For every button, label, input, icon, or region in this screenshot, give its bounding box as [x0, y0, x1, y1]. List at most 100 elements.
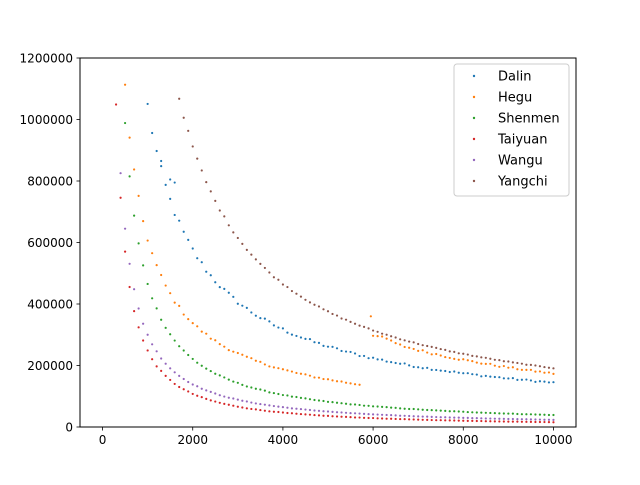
- data-point: [547, 371, 551, 374]
- data-point: [227, 349, 230, 352]
- data-point: [367, 327, 370, 330]
- data-point: [268, 410, 271, 413]
- data-point: [480, 375, 483, 378]
- data-point: [426, 415, 429, 418]
- data-point: [385, 337, 388, 340]
- data-point: [353, 383, 357, 386]
- data-point: [552, 367, 555, 370]
- data-point: [381, 332, 384, 335]
- data-point: [151, 358, 154, 361]
- data-point: [516, 412, 519, 416]
- data-point: [236, 236, 239, 240]
- data-point: [394, 406, 397, 409]
- data-point: [520, 413, 523, 416]
- data-point: [277, 405, 280, 408]
- data-point: [543, 371, 546, 374]
- data-point: [182, 313, 185, 316]
- x-tick-label: 8000: [448, 433, 479, 447]
- data-point: [245, 407, 248, 410]
- data-point: [376, 358, 379, 361]
- data-point: [466, 416, 469, 419]
- data-point: [484, 374, 487, 377]
- data-point: [241, 399, 244, 402]
- data-point: [358, 383, 361, 386]
- data-point: [547, 421, 551, 424]
- data-point: [160, 273, 163, 277]
- data-point: [543, 365, 546, 369]
- data-point: [511, 366, 514, 369]
- data-point: [507, 366, 510, 369]
- data-point: [538, 370, 542, 373]
- data-point: [245, 400, 248, 403]
- data-point: [344, 381, 348, 384]
- data-point: [259, 408, 262, 412]
- data-point: [196, 361, 199, 364]
- data-point: [525, 378, 528, 381]
- data-point: [196, 325, 199, 328]
- data-point: [286, 331, 289, 334]
- data-point: [196, 257, 199, 260]
- data-point: [281, 393, 285, 397]
- data-point: [232, 404, 235, 407]
- data-point: [390, 335, 393, 338]
- data-point: [227, 291, 230, 294]
- data-point: [547, 381, 551, 384]
- data-point: [263, 409, 266, 412]
- data-point: [475, 361, 478, 364]
- data-point: [534, 413, 537, 416]
- data-point: [281, 406, 285, 409]
- data-point: [480, 417, 483, 420]
- data-point: [236, 351, 239, 355]
- data-point: [340, 415, 343, 418]
- data-point: [313, 413, 316, 417]
- data-point: [182, 116, 185, 119]
- data-point: [295, 412, 298, 415]
- data-point: [362, 325, 366, 328]
- data-point: [439, 409, 442, 412]
- data-point: [543, 413, 546, 416]
- data-point: [421, 415, 424, 418]
- data-point: [426, 351, 429, 354]
- data-point: [250, 253, 253, 256]
- data-point: [146, 239, 149, 242]
- data-point: [394, 361, 397, 365]
- data-point: [236, 398, 239, 401]
- data-point: [200, 396, 203, 399]
- data-point: [394, 414, 397, 417]
- data-point: [277, 392, 280, 396]
- data-point: [218, 286, 221, 289]
- data-point: [466, 419, 469, 422]
- data-point: [489, 420, 492, 423]
- data-point: [502, 364, 505, 368]
- data-point: [376, 335, 379, 338]
- data-point: [349, 403, 352, 406]
- data-point: [493, 375, 496, 379]
- ticks-layer: 0 2000 4000 6000 8000 10000 0 200000 400000 60000…: [20, 52, 573, 448]
- data-point: [417, 408, 420, 411]
- data-point: [146, 102, 149, 106]
- data-point: [390, 414, 393, 417]
- data-point: [444, 348, 447, 351]
- data-point: [489, 375, 492, 378]
- data-point: [209, 369, 212, 373]
- data-point: [371, 405, 375, 408]
- data-point: [353, 416, 357, 419]
- data-point: [173, 382, 176, 386]
- data-point: [227, 378, 230, 381]
- data-point: [462, 358, 465, 361]
- data-point: [358, 354, 361, 358]
- data-point: [263, 389, 266, 392]
- data-point: [119, 172, 122, 175]
- data-point: [245, 355, 248, 358]
- series-dalin: [146, 102, 555, 384]
- data-point: [178, 304, 181, 307]
- data-point: [421, 344, 424, 347]
- data-point: [218, 342, 221, 346]
- data-point: [453, 416, 456, 419]
- data-point: [335, 314, 339, 317]
- data-point: [444, 355, 447, 359]
- data-point: [408, 364, 411, 367]
- data-point: [290, 407, 294, 410]
- data-point: [268, 320, 271, 323]
- data-point: [142, 339, 145, 342]
